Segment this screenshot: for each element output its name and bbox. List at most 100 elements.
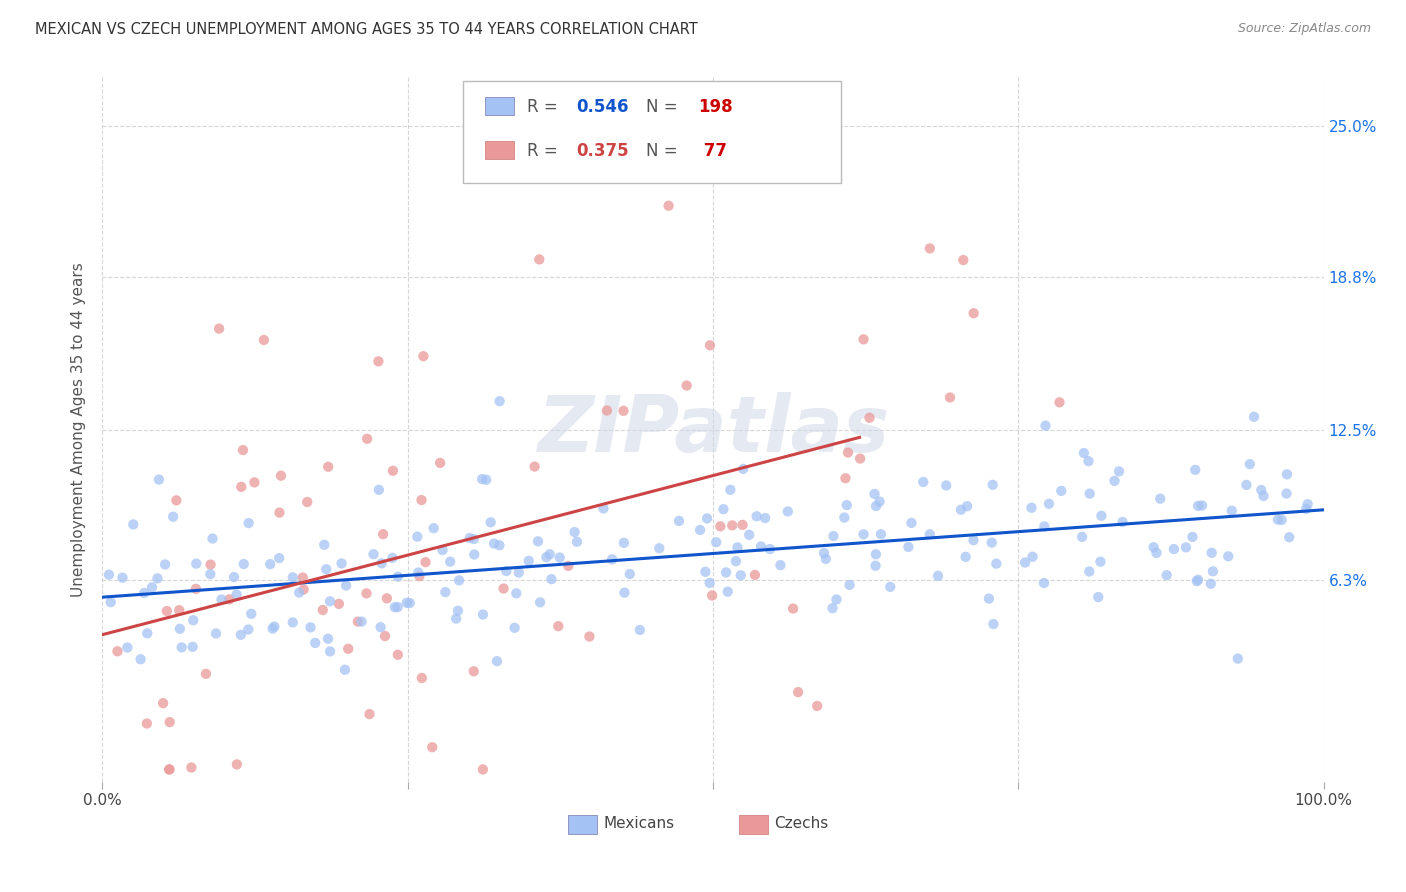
Point (408, 569, 430, 583)
Point (375, 591, 398, 606)
Point (333, 663, 356, 677)
Point (398, 596, 420, 610)
Point (628, 623, 651, 637)
Point (962, 533, 984, 548)
Point (200, 558, 222, 572)
Point (170, 640, 193, 655)
Point (319, 644, 342, 658)
Text: Czechs: Czechs (775, 816, 828, 831)
Point (724, 554, 747, 568)
Point (564, 525, 586, 540)
Point (472, 607, 495, 622)
Point (328, 597, 350, 611)
Point (1296, 497, 1319, 511)
Point (939, 391, 962, 405)
Point (367, 354, 389, 368)
Point (315, 562, 337, 576)
Point (449, 574, 471, 588)
Point (952, 253, 974, 268)
Point (1035, 418, 1057, 433)
Point (935, 478, 957, 492)
Point (387, 648, 409, 662)
Point (782, 601, 804, 615)
Point (387, 600, 409, 615)
Point (1090, 555, 1112, 569)
Point (471, 472, 494, 486)
Point (370, 620, 392, 634)
Point (806, 698, 828, 713)
Point (759, 541, 782, 556)
Point (347, 615, 370, 629)
Point (356, 586, 378, 600)
Point (721, 518, 744, 533)
Point (100, 595, 122, 609)
Point (900, 516, 922, 530)
Point (387, 569, 409, 583)
Point (825, 592, 848, 607)
Point (420, 740, 443, 755)
Point (619, 566, 641, 581)
Point (548, 550, 571, 565)
Point (146, 571, 169, 585)
Point (495, 564, 517, 578)
Point (374, 629, 396, 643)
Point (1156, 568, 1178, 582)
Point (238, 516, 260, 530)
Point (689, 523, 711, 537)
Point (700, 589, 723, 603)
FancyBboxPatch shape (568, 814, 598, 834)
Point (696, 511, 718, 525)
Point (270, 468, 292, 483)
Point (865, 547, 887, 561)
Point (162, 509, 184, 524)
Point (1078, 486, 1101, 500)
Point (527, 534, 550, 549)
Point (395, 596, 418, 610)
Point (1267, 513, 1289, 527)
Point (165, 493, 187, 508)
Point (977, 591, 1000, 606)
Point (754, 511, 776, 525)
Point (463, 665, 485, 679)
Point (1275, 467, 1298, 482)
Point (565, 534, 588, 549)
Point (356, 432, 378, 446)
Point (488, 538, 510, 552)
Point (229, 628, 252, 642)
FancyBboxPatch shape (485, 141, 513, 159)
Point (434, 585, 457, 599)
Point (648, 541, 671, 556)
Point (492, 582, 515, 596)
Point (180, 760, 202, 774)
Point (540, 572, 562, 586)
Point (1202, 564, 1225, 578)
Point (980, 535, 1002, 549)
Point (240, 607, 263, 621)
Point (208, 321, 231, 335)
Point (699, 338, 721, 352)
Point (231, 480, 253, 494)
Point (529, 595, 551, 609)
Point (447, 604, 470, 618)
Point (429, 456, 451, 470)
Point (538, 547, 561, 561)
Point (1226, 651, 1249, 665)
Point (835, 498, 858, 512)
Point (1146, 546, 1168, 560)
FancyBboxPatch shape (463, 81, 841, 183)
Point (717, 584, 740, 599)
Point (1071, 530, 1094, 544)
Point (1271, 513, 1294, 527)
Point (1220, 503, 1243, 517)
Point (316, 459, 339, 474)
Point (776, 504, 799, 518)
Point (1021, 500, 1043, 515)
Point (269, 506, 291, 520)
Point (912, 475, 935, 489)
Point (370, 557, 392, 571)
Point (813, 546, 835, 560)
Point (675, 378, 697, 392)
Point (834, 510, 856, 524)
Point (1033, 519, 1056, 533)
Point (517, 554, 540, 568)
